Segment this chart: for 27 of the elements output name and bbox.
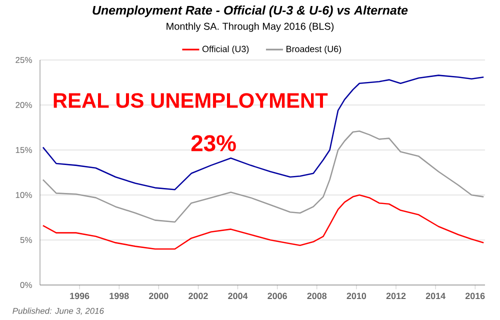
- x-tick-label: 2010: [346, 292, 366, 300]
- x-tick-label: 2006: [268, 292, 287, 300]
- x-tick-label: 2008: [307, 292, 327, 300]
- x-tick-label: 2014: [426, 292, 446, 300]
- x-tick-label: 2004: [228, 292, 248, 300]
- y-tick-label: 15%: [16, 147, 32, 153]
- y-tick-label: 20%: [16, 102, 32, 108]
- y-tick-label: 5%: [20, 237, 32, 243]
- annotation: 23%: [191, 135, 236, 152]
- chart-title: Unemployment Rate - Official (U-3 & U-6) vs Alternate: [92, 6, 408, 18]
- y-tick-label: 0%: [20, 282, 32, 288]
- x-tick-label: 1996: [70, 292, 90, 300]
- legend-label: Official (U3): [202, 46, 249, 54]
- x-tick-label: 2000: [149, 292, 168, 300]
- chart-subtitle: Monthly SA. Through May 2016 (BLS): [166, 22, 334, 32]
- y-tick-label: 10%: [16, 192, 32, 198]
- text: Published: June 3, 2016: [12, 308, 104, 315]
- annotation: REAL US UNEMPLOYMENT: [54, 93, 328, 108]
- y-tick-label: 25%: [16, 57, 32, 63]
- line-series: [42, 130, 484, 223]
- legend-label: Broadest (U6): [286, 46, 342, 54]
- line-series: [42, 74, 484, 190]
- x-tick-label: 1998: [110, 292, 129, 300]
- x-tick-label: 2012: [386, 292, 406, 300]
- x-tick-label: 2016: [465, 292, 485, 300]
- x-tick-label: 2002: [188, 292, 208, 300]
- line-series: [42, 194, 484, 250]
